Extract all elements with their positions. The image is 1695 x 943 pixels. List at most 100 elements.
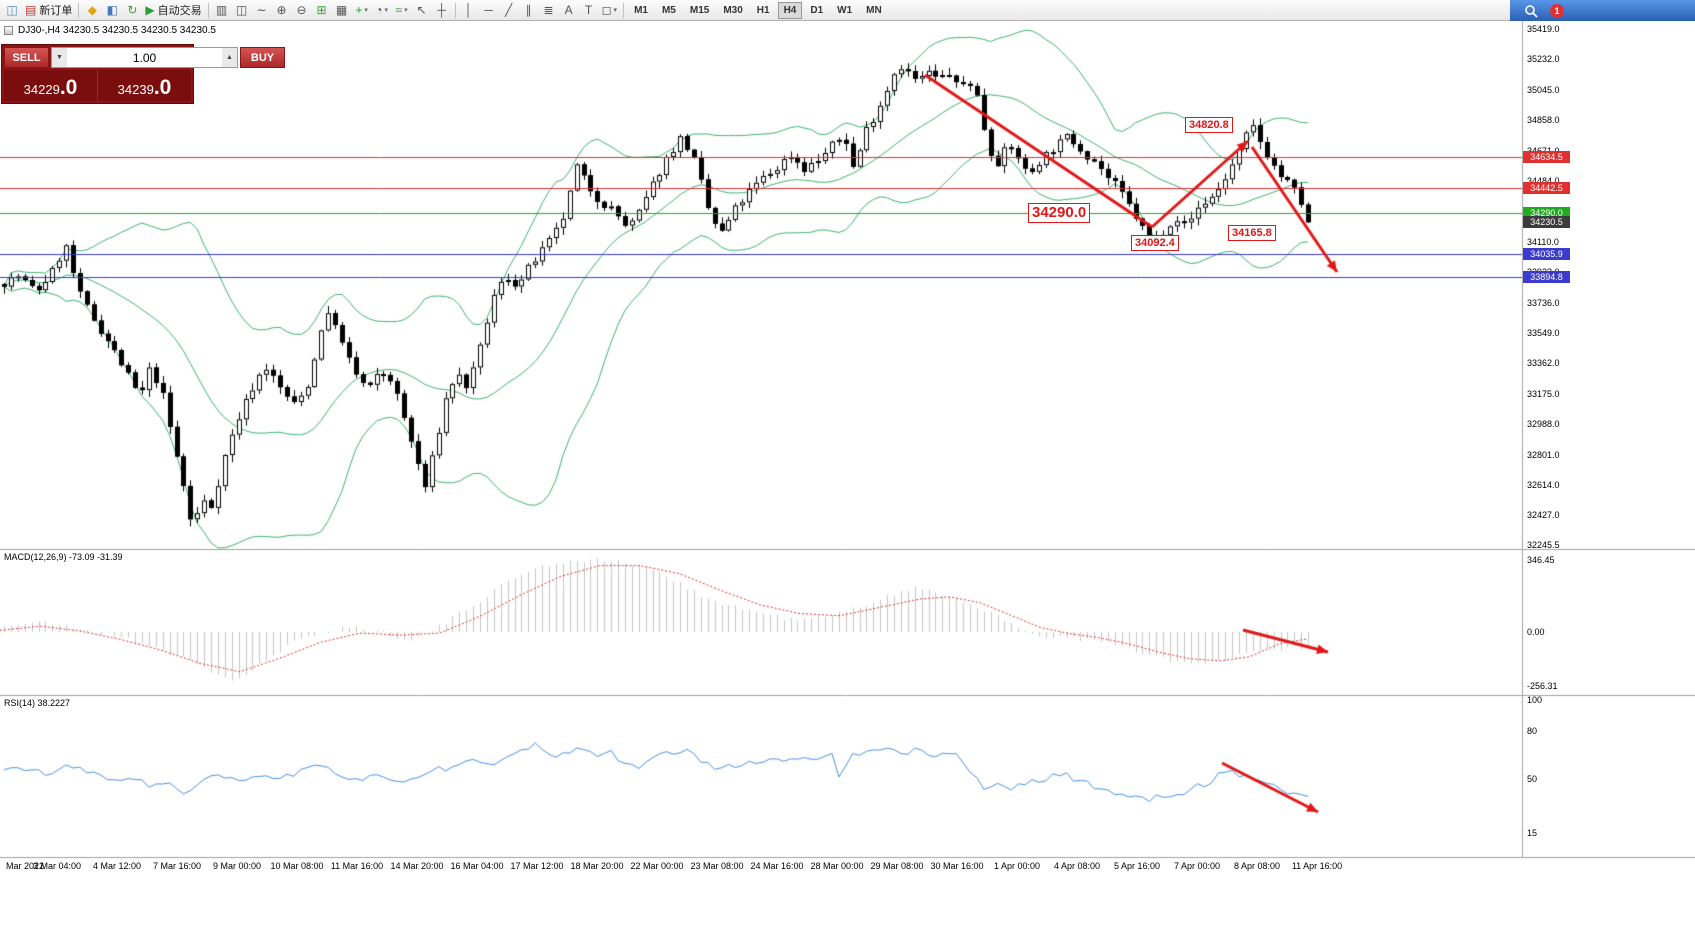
timeframe-h4-button[interactable]: H4 [777, 1, 803, 19]
cursor-icon: ↖ [416, 3, 427, 17]
data-window-icon-icon: ◧ [106, 3, 119, 17]
horizontal-line-icon: ─ [484, 3, 493, 17]
time-axis-label: 14 Mar 20:00 [390, 861, 444, 871]
crosshair-icon: ┼ [437, 3, 446, 17]
time-axis-label: 10 Mar 08:00 [270, 861, 324, 871]
new-chart-button[interactable]: + ▾ [352, 1, 372, 20]
dropdown-arrow-icon[interactable]: ▾ [404, 7, 408, 14]
buy-price-main: 34239 [117, 82, 154, 97]
price-axis-tick: 32801.0 [1527, 449, 1560, 460]
toolbar-separator [78, 2, 80, 18]
fibonacci-button[interactable]: ≣ [539, 1, 559, 20]
new-order-icon: ▤ [25, 3, 37, 17]
timeframe-w1-button[interactable]: W1 [837, 4, 853, 16]
price-axis-tick: 32245.5 [1527, 540, 1560, 550]
time-axis-label: 22 Mar 00:00 [630, 861, 684, 871]
timeframe-m15-button[interactable]: M15 [689, 4, 710, 16]
line-chart-button[interactable]: ∼ [252, 1, 272, 20]
tile-windows-button[interactable]: ⊞ [312, 1, 332, 20]
timeframe-m1-button[interactable]: M1 [634, 4, 648, 16]
annotation-price-label[interactable]: 34820.8 [1185, 117, 1233, 133]
sell-button[interactable]: SELL [4, 47, 49, 68]
chart-window: DJ30-,H4 34230.5 34230.5 34230.5 34230.5… [0, 21, 1695, 943]
price-line-badge: 34035.9 [1523, 247, 1570, 260]
timeframe-mn-button[interactable]: MN [866, 4, 882, 16]
volume-decrease-button[interactable]: ▼ [52, 48, 67, 67]
timeframe-h1-button[interactable]: H1 [756, 4, 770, 16]
timeframe-m30-button[interactable]: M30 [723, 4, 743, 16]
autotrade-button[interactable]: ▶ 自动交易 [142, 1, 204, 20]
buy-button[interactable]: BUY [240, 47, 285, 68]
buy-price[interactable]: 34239.0 [97, 70, 191, 101]
equidistant-channel-button[interactable]: ∥ [519, 1, 539, 20]
sell-price[interactable]: 34229.0 [4, 70, 97, 101]
text-button[interactable]: A [559, 1, 579, 20]
bar-chart-button[interactable]: ▥ [212, 1, 232, 20]
trendline-button[interactable]: ╱ [499, 1, 519, 20]
timeframe-d1-button[interactable]: D1 [810, 4, 824, 16]
rsi-axis-tick: 50 [1527, 773, 1538, 784]
vertical-line-button[interactable]: │ [459, 1, 479, 20]
shapes-button[interactable]: ◻ ▾ [599, 1, 620, 20]
dropdown-arrow-icon[interactable]: ▾ [613, 7, 618, 14]
volume-input[interactable] [67, 48, 222, 67]
candlestick-chart-button[interactable]: ◫ [232, 1, 252, 20]
time-axis-label: 5 Apr 16:00 [1113, 861, 1161, 871]
time-axis-label: 4 Apr 08:00 [1053, 861, 1101, 871]
shapes-icon: ◻ [601, 3, 612, 17]
chart-icon [4, 26, 13, 35]
price-axis-tick: 35045.0 [1527, 84, 1560, 95]
time-axis-label: 11 Apr 16:00 [1291, 861, 1343, 871]
market-watch-icon-icon: ◆ [87, 3, 97, 17]
charts-window-icon[interactable]: ◫ [2, 1, 22, 20]
timeframe-m5-button[interactable]: M5 [661, 4, 676, 16]
horizontal-line-button[interactable]: ─ [479, 1, 499, 20]
rsi-axis-tick: 100 [1527, 695, 1543, 705]
autotrade-button-label: 自动交易 [157, 5, 202, 17]
periods-icon: ◔ [375, 3, 383, 17]
price-axis-tick: 32427.0 [1527, 510, 1560, 521]
crosshair-button[interactable]: ┼ [432, 1, 452, 20]
time-axis-label: 4 Mar 12:00 [92, 861, 142, 871]
market-watch-icon[interactable]: ◆ [82, 1, 102, 20]
arrange-windows-button[interactable]: ▦ [332, 1, 352, 20]
price-axis-tick: 34858.0 [1527, 115, 1560, 126]
data-window-icon[interactable]: ◧ [102, 1, 122, 20]
bar-chart-icon: ▥ [215, 3, 228, 17]
time-axis-label: 7 Apr 00:00 [1173, 861, 1221, 871]
price-axis-tick: 35419.0 [1527, 24, 1560, 34]
dropdown-arrow-icon[interactable]: ▾ [364, 7, 368, 14]
line-chart-icon: ∼ [256, 3, 267, 17]
search-icon[interactable] [1524, 4, 1538, 18]
refresh-icon-icon: ↻ [127, 3, 138, 17]
toolbar-separator [207, 2, 209, 18]
text-label-button[interactable]: T [579, 1, 599, 20]
tile-windows-icon: ⊞ [316, 3, 327, 17]
refresh-icon[interactable]: ↻ [122, 1, 142, 20]
new-order-button-label: 新订单 [39, 5, 73, 17]
price-chart-canvas[interactable] [0, 21, 1695, 943]
zoom-out-button[interactable]: ⊖ [292, 1, 312, 20]
cursor-button[interactable]: ↖ [412, 1, 432, 20]
time-axis-label: 17 Mar 12:00 [510, 861, 564, 871]
chart-ohlc-text: DJ30-,H4 34230.5 34230.5 34230.5 34230.5 [18, 25, 216, 36]
time-axis-label: 30 Mar 16:00 [930, 861, 984, 871]
macd-axis-tick: -256.31 [1527, 680, 1558, 691]
annotation-price-label[interactable]: 34290.0 [1028, 203, 1091, 223]
one-click-trading-panel: SELL ▼ ▲ BUY 34229.0 34239.0 [1, 44, 285, 104]
annotation-price-label[interactable]: 34092.4 [1131, 235, 1179, 251]
new-order-button[interactable]: ▤ 新订单 [22, 1, 75, 20]
zoom-in-button[interactable]: ⊕ [272, 1, 292, 20]
zoom-in-icon: ⊕ [276, 3, 287, 17]
indicators-button[interactable]: ≈ ▾ [392, 1, 412, 20]
time-axis-label: 18 Mar 20:00 [570, 861, 624, 871]
dropdown-arrow-icon[interactable]: ▾ [384, 7, 388, 14]
annotation-price-label[interactable]: 34165.8 [1228, 225, 1276, 241]
notification-badge[interactable]: 1 [1550, 3, 1564, 18]
toolbar-separator [454, 2, 456, 18]
periods-button[interactable]: ◔ ▾ [372, 1, 392, 20]
toolbar-buttons: ◫ ▤ 新订单 ◆ ◧ ↻ ▶ 自动交易 ▥ ◫ ∼ ⊕ ⊖ ⊞ ▦ + ▾ ◔ ▾ ≈ ▾ ↖ ┼ │ ─ ╱ ∥ ≣ A T ◻ ▾ M1 M… [2, 1, 889, 20]
volume-increase-button[interactable]: ▲ [222, 48, 237, 67]
price-axis-tick: 34110.0 [1527, 236, 1559, 247]
